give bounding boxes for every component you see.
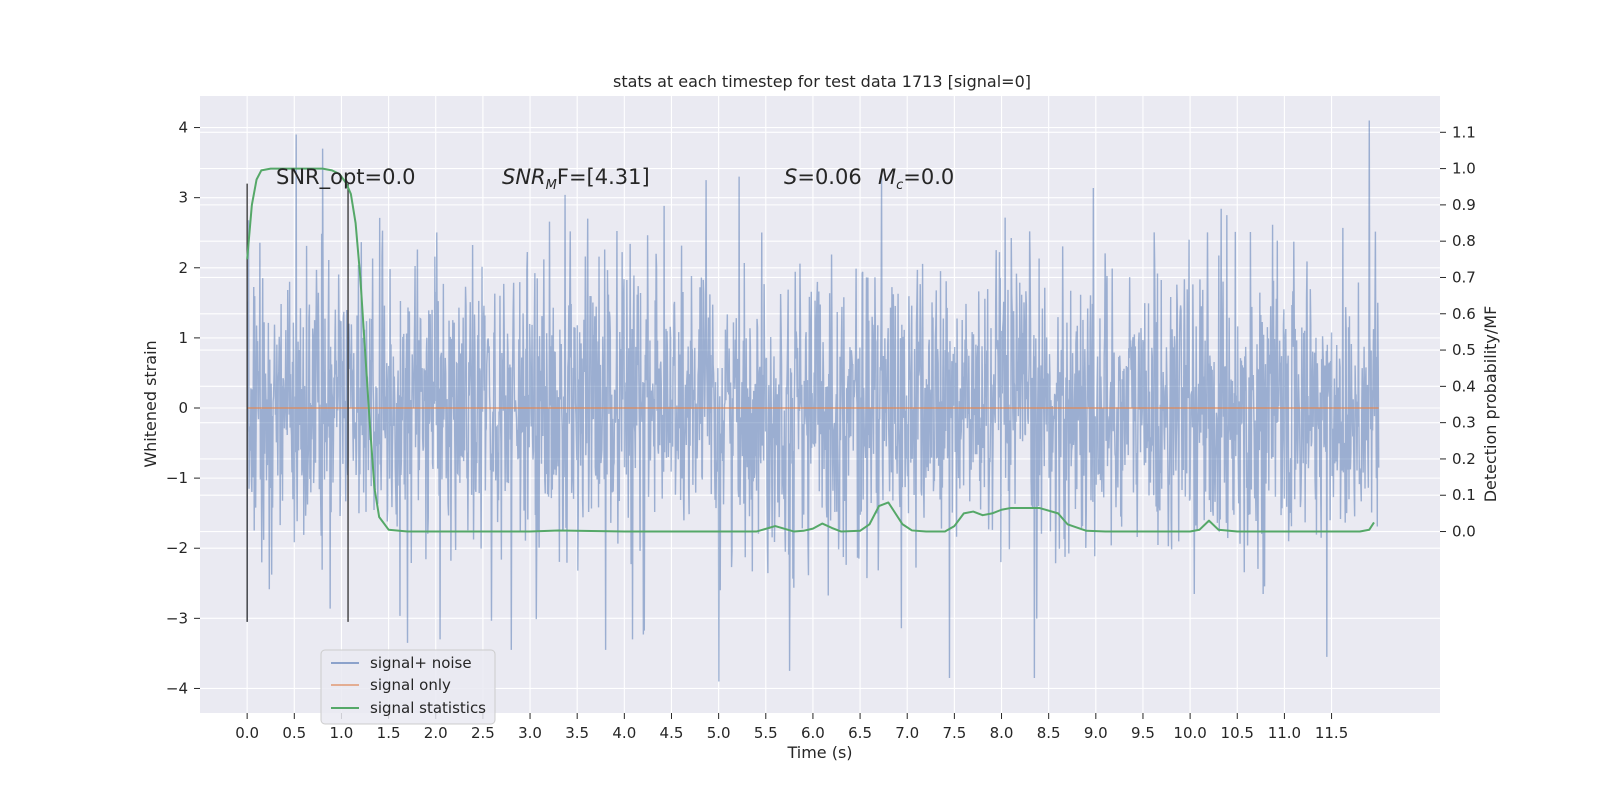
y-tick-label: 3 xyxy=(178,189,188,207)
annotation-mc-sub: c xyxy=(896,178,903,193)
annotation-mc-rest: =0.0 xyxy=(903,165,954,189)
y-tick-label: −1 xyxy=(166,469,188,487)
y-tick-label: −3 xyxy=(166,609,188,627)
x-tick-label: 7.0 xyxy=(895,724,919,742)
series-signal-statistics xyxy=(246,167,1375,533)
x-tick-label: 8.5 xyxy=(1037,724,1061,742)
x-tick-label: 8.0 xyxy=(990,724,1014,742)
legend-label-signal-statistics: signal statistics xyxy=(370,699,486,717)
x-tick-label: 5.5 xyxy=(754,724,778,742)
legend-label-signal-only: signal only xyxy=(370,676,451,694)
x-tick-label: 9.5 xyxy=(1131,724,1155,742)
x-tick-label: 1.0 xyxy=(330,724,354,742)
annotation-mc: Mc=0.0 xyxy=(878,165,954,193)
annotation-snr-mf-main: SNR xyxy=(502,165,546,189)
legend-box xyxy=(320,649,496,725)
x-tick-label: 2.5 xyxy=(471,724,495,742)
x-axis-label: Time (s) xyxy=(786,743,852,762)
x-tick-label: 11.5 xyxy=(1315,724,1348,742)
x-tick-label: 4.0 xyxy=(612,724,636,742)
y-tick-label: 4 xyxy=(178,119,188,137)
x-tick-label: 2.0 xyxy=(424,724,448,742)
y-tick-label: 0 xyxy=(178,399,188,417)
x-tick-label: 0.0 xyxy=(235,724,259,742)
y2-axis-label: Detection probability/MF xyxy=(1481,306,1500,503)
legend-label-signal-noise: signal+ noise xyxy=(370,654,472,672)
x-tick-label: 3.0 xyxy=(518,724,542,742)
x-tick-label: 9.0 xyxy=(1084,724,1108,742)
annotation-s: S=0.06 xyxy=(784,165,862,189)
y-axis-left: −4 −3 −2 −1 0 1 2 3 4 xyxy=(166,119,200,697)
annotation-snr-mf-rest: F=[4.31] xyxy=(557,165,650,189)
y2-tick-label: 1.1 xyxy=(1452,123,1476,141)
annotation-snr-opt: SNR_opt=0.0 xyxy=(276,165,416,190)
annotation-mc-main: M xyxy=(878,165,896,189)
y2-tick-label: 1.0 xyxy=(1452,160,1476,178)
annotation-snr-mf-sub: M xyxy=(546,178,557,193)
x-tick-label: 1.5 xyxy=(377,724,401,742)
x-tick-label: 5.0 xyxy=(707,724,731,742)
x-tick-label: 7.5 xyxy=(942,724,966,742)
x-tick-label: 6.5 xyxy=(848,724,872,742)
x-tick-label: 11.0 xyxy=(1268,724,1301,742)
y2-tick-label: 0.0 xyxy=(1452,523,1476,541)
annotation-s-rest: =0.06 xyxy=(797,165,861,189)
x-tick-label: 3.5 xyxy=(565,724,589,742)
x-axis: 0.0 0.5 1.0 1.5 2.0 2.5 3.0 3.5 4.0 4.5 5.0 5.5 6.0 6… xyxy=(235,713,1348,742)
y-axis-label: Whitened strain xyxy=(141,340,160,467)
y-tick-label: −4 xyxy=(166,679,188,697)
y-tick-label: −2 xyxy=(166,539,188,557)
y2-tick-label: 0.7 xyxy=(1452,268,1476,286)
y2-tick-label: 0.8 xyxy=(1452,232,1476,250)
x-tick-label: 4.5 xyxy=(660,724,684,742)
annotation-snr-mf: SNRMF=[4.31] xyxy=(502,165,650,193)
y-tick-label: 1 xyxy=(178,329,188,347)
x-tick-label: 10.5 xyxy=(1221,724,1254,742)
y2-tick-label: 0.2 xyxy=(1452,450,1476,468)
y2-tick-label: 0.4 xyxy=(1452,377,1476,395)
y2-tick-label: 0.3 xyxy=(1452,414,1476,432)
y-axis-right: 0.0 0.1 0.2 0.3 0.4 0.5 0.6 0.7 0.8 0.9 1.0 1.1 xyxy=(1440,123,1476,541)
y-tick-label: 2 xyxy=(178,259,188,277)
y2-tick-label: 0.1 xyxy=(1452,486,1476,504)
series-line-signal-statistics xyxy=(246,167,1375,533)
series-line-signal-noise xyxy=(246,120,1380,682)
chart-title: stats at each timestep for test data 171… xyxy=(613,72,1031,91)
y2-tick-label: 0.9 xyxy=(1452,196,1476,214)
x-tick-label: 6.0 xyxy=(801,724,825,742)
y2-tick-label: 0.6 xyxy=(1452,305,1476,323)
x-tick-label: 10.0 xyxy=(1173,724,1206,742)
series-signal-noise xyxy=(246,120,1380,682)
y2-tick-label: 0.5 xyxy=(1452,341,1476,359)
legend: signal+ noise signal only signal statist… xyxy=(320,649,496,725)
annotation-s-main: S xyxy=(784,165,797,189)
x-tick-label: 0.5 xyxy=(282,724,306,742)
